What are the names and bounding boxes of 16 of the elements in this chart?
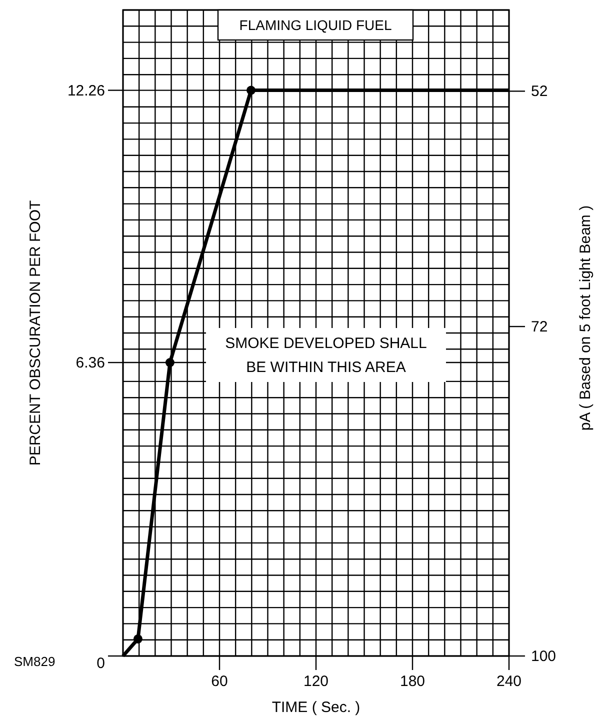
x-tick-label: 120 — [303, 673, 329, 690]
x-tick-label: 60 — [211, 673, 228, 690]
y-tick-label: 0 — [96, 655, 105, 672]
y2-axis-title: pA ( Based on 5 foot Light Beam ) — [577, 205, 594, 431]
y-tick-label: 6.36 — [76, 354, 105, 372]
y-tick-label: 12.26 — [67, 82, 105, 100]
x-tick-label: 240 — [496, 673, 522, 690]
y2-tick-label: 72 — [531, 318, 548, 336]
y2-tick-label: 52 — [531, 83, 548, 100]
x-tick-label: 180 — [400, 673, 426, 690]
y-axis-title: PERCENT OBSCURATION PER FOOT — [27, 200, 44, 466]
text: FLAMING LIQUID FUEL — [239, 17, 392, 33]
y2-tick-label: 100 — [531, 648, 556, 665]
x-axis-title: TIME ( Sec. ) — [272, 699, 360, 716]
annotation: SMOKE DEVELOPED SHALL BE WITHIN THIS AREA — [225, 335, 427, 376]
text: SM829 — [14, 654, 56, 669]
